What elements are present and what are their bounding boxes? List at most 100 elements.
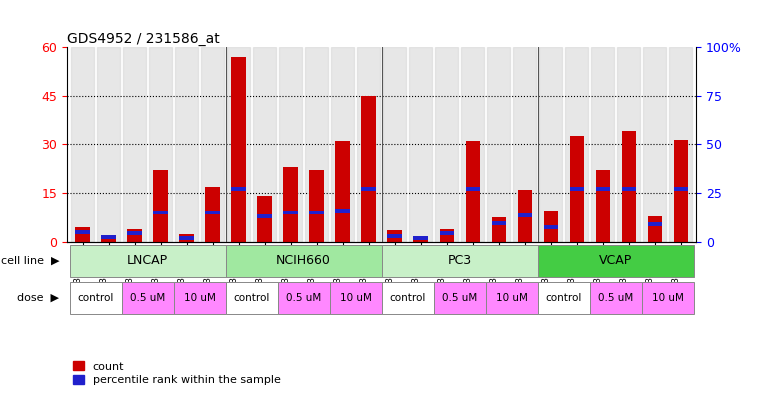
- Bar: [127, 231, 142, 235]
- Text: LNCAP: LNCAP: [127, 254, 168, 268]
- Bar: [253, 47, 276, 242]
- Text: 0.5 uM: 0.5 uM: [442, 293, 477, 303]
- Bar: [205, 211, 220, 215]
- Bar: [622, 131, 636, 242]
- Bar: [538, 282, 590, 314]
- Bar: [539, 47, 562, 242]
- Text: 0.5 uM: 0.5 uM: [598, 293, 633, 303]
- Bar: [101, 235, 116, 239]
- Bar: [643, 47, 667, 242]
- Bar: [492, 221, 506, 225]
- Text: 10 uM: 10 uM: [495, 293, 527, 303]
- Bar: [590, 282, 642, 314]
- Bar: [201, 47, 224, 242]
- Bar: [435, 47, 458, 242]
- Bar: [543, 225, 558, 229]
- Bar: [565, 47, 588, 242]
- Bar: [596, 171, 610, 242]
- Bar: [642, 282, 694, 314]
- Bar: [101, 235, 116, 242]
- Bar: [517, 190, 532, 242]
- Bar: [305, 47, 328, 242]
- Bar: [231, 57, 246, 242]
- Bar: [413, 236, 428, 240]
- Bar: [336, 209, 350, 213]
- Bar: [225, 282, 278, 314]
- Bar: [617, 47, 641, 242]
- Bar: [513, 47, 537, 242]
- Bar: [591, 47, 614, 242]
- Text: dose  ▶: dose ▶: [18, 293, 59, 303]
- Bar: [543, 211, 558, 242]
- Bar: [205, 187, 220, 242]
- Bar: [127, 229, 142, 242]
- Bar: [648, 216, 662, 242]
- Text: VCAP: VCAP: [599, 254, 632, 268]
- Bar: [154, 171, 167, 242]
- Text: cell line  ▶: cell line ▶: [1, 256, 59, 266]
- Bar: [122, 282, 174, 314]
- Bar: [413, 237, 428, 242]
- Bar: [310, 171, 323, 242]
- Legend: count, percentile rank within the sample: count, percentile rank within the sample: [72, 361, 280, 386]
- Bar: [569, 187, 584, 191]
- Bar: [336, 141, 350, 242]
- Text: control: control: [78, 293, 113, 303]
- Bar: [648, 222, 662, 226]
- Bar: [596, 187, 610, 191]
- Text: control: control: [390, 293, 426, 303]
- Bar: [231, 187, 246, 191]
- Bar: [331, 47, 355, 242]
- Bar: [154, 211, 167, 215]
- Bar: [69, 282, 122, 314]
- Bar: [538, 245, 694, 277]
- Bar: [361, 96, 376, 242]
- Bar: [279, 47, 302, 242]
- Bar: [383, 47, 406, 242]
- Bar: [149, 47, 172, 242]
- Bar: [330, 282, 382, 314]
- Text: GDS4952 / 231586_at: GDS4952 / 231586_at: [67, 32, 220, 46]
- Text: 10 uM: 10 uM: [651, 293, 683, 303]
- Bar: [227, 47, 250, 242]
- Bar: [310, 211, 323, 215]
- Text: PC3: PC3: [447, 254, 472, 268]
- Bar: [97, 47, 120, 242]
- Bar: [622, 187, 636, 191]
- Bar: [382, 282, 434, 314]
- Bar: [257, 215, 272, 219]
- Bar: [673, 187, 688, 191]
- Bar: [466, 141, 480, 242]
- Text: NCIH660: NCIH660: [276, 254, 331, 268]
- Bar: [69, 245, 225, 277]
- Bar: [225, 245, 382, 277]
- Bar: [409, 47, 432, 242]
- Bar: [180, 236, 194, 240]
- Bar: [257, 196, 272, 242]
- Bar: [180, 233, 194, 242]
- Bar: [283, 211, 298, 215]
- Bar: [434, 282, 486, 314]
- Bar: [71, 47, 94, 242]
- Bar: [387, 234, 402, 238]
- Bar: [175, 47, 199, 242]
- Bar: [174, 282, 225, 314]
- Bar: [569, 136, 584, 242]
- Bar: [669, 47, 693, 242]
- Bar: [361, 187, 376, 191]
- Bar: [75, 230, 90, 234]
- Bar: [357, 47, 380, 242]
- Bar: [486, 282, 538, 314]
- Text: 10 uM: 10 uM: [339, 293, 371, 303]
- Bar: [387, 230, 402, 242]
- Text: control: control: [234, 293, 270, 303]
- Bar: [75, 227, 90, 242]
- Bar: [461, 47, 484, 242]
- Bar: [466, 187, 480, 191]
- Bar: [673, 140, 688, 242]
- Bar: [278, 282, 330, 314]
- Bar: [440, 229, 454, 242]
- Text: control: control: [546, 293, 582, 303]
- Bar: [123, 47, 146, 242]
- Text: 0.5 uM: 0.5 uM: [130, 293, 165, 303]
